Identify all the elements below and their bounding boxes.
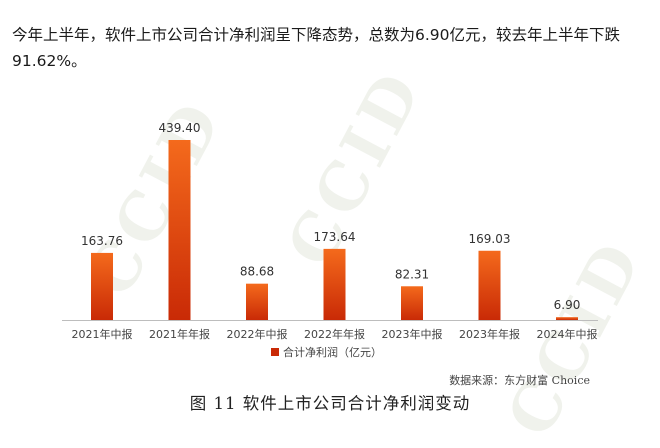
x-tick-label: 2021年中报 [72, 327, 133, 341]
bar-2023年中报 [401, 286, 423, 320]
intro-paragraph: 今年上半年，软件上市公司合计净利润呈下降态势，总数为6.90亿元，较去年上半年下… [12, 26, 621, 70]
x-tick-label: 2023年年报 [459, 327, 520, 341]
bar-chart: 163.76 2021年中报 439.40 2021年年报 88.68 2022年中报 17… [62, 121, 598, 359]
x-tick-label: 2022年年报 [304, 327, 365, 341]
chart-legend: 合计净利润（亿元） [271, 345, 382, 359]
data-label: 173.64 [314, 230, 356, 244]
bar-2022年中报 [246, 283, 268, 320]
data-source-note: 数据来源：东方财富 Choice [449, 374, 590, 387]
bar-2024年中报 [556, 317, 578, 320]
bar-2022年年报 [323, 248, 346, 320]
figure-caption: 图 11 软件上市公司合计净利润变动 [189, 394, 471, 413]
x-tick-label: 2021年年报 [149, 327, 210, 341]
data-label: 82.31 [395, 267, 429, 281]
data-label: 439.40 [159, 121, 201, 135]
legend-label: 合计净利润（亿元） [283, 345, 382, 359]
data-label: 6.90 [554, 298, 581, 312]
x-tick-label: 2022年中报 [227, 327, 288, 341]
data-label: 88.68 [240, 265, 274, 279]
data-label: 163.76 [81, 234, 123, 248]
bar-2021年中报 [91, 252, 113, 320]
data-label: 169.03 [469, 232, 511, 246]
x-tick-label: 2023年中报 [382, 327, 443, 341]
x-tick-label: 2024年中报 [537, 327, 598, 341]
bar-2021年年报 [168, 140, 191, 320]
bar-2023年年报 [478, 250, 501, 320]
legend-swatch [271, 348, 279, 356]
